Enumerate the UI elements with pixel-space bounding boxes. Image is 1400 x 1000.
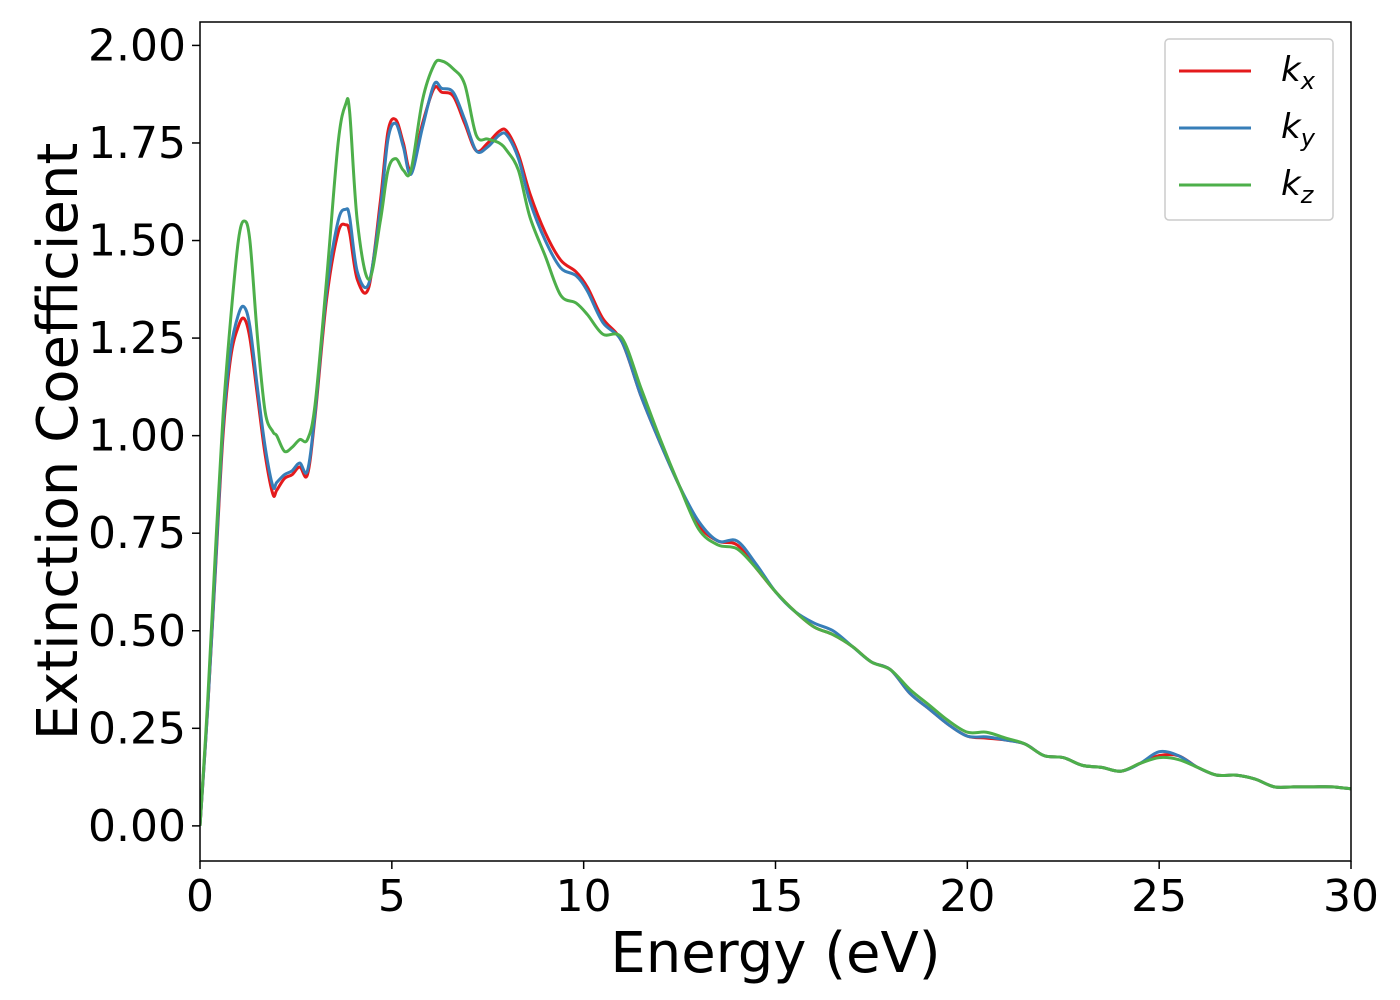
x-tick-label: 20: [939, 871, 995, 922]
y-tick-label: 2.00: [88, 20, 186, 71]
y-tick-label: 0.75: [88, 508, 186, 559]
y-tick-label: 0.50: [88, 606, 186, 657]
x-tick-label: 15: [748, 871, 804, 922]
y-axis-title: Extinction Coefficient: [26, 143, 91, 741]
x-axis-title: Energy (eV): [610, 921, 940, 986]
legend-label-base: k: [1281, 164, 1302, 204]
legend-label-ky: ky: [1281, 107, 1316, 152]
legend-label-base: k: [1281, 50, 1302, 90]
legend-label-subscript: y: [1300, 124, 1316, 152]
y-tick-label: 0.00: [88, 801, 186, 852]
series-layer: [200, 58, 1351, 826]
y-axis: 0.00 0.25 0.50 0.75 1.00 1.25 1.50 1.75 2.00: [88, 20, 200, 852]
legend-label-kx: kx: [1281, 50, 1316, 95]
y-tick-label: 1.75: [88, 118, 186, 169]
legend-label-base: k: [1281, 107, 1302, 147]
legend-label-subscript: z: [1300, 181, 1315, 209]
x-tick-label: 30: [1323, 871, 1379, 922]
series-line-kz: [200, 58, 1351, 826]
x-axis: 0 5 10 15 20 25 30: [186, 861, 1379, 922]
x-tick-label: 10: [556, 871, 612, 922]
x-tick-label: 5: [378, 871, 406, 922]
y-tick-label: 1.25: [88, 313, 186, 364]
x-tick-label: 0: [186, 871, 214, 922]
x-tick-label: 25: [1131, 871, 1187, 922]
y-tick-label: 0.25: [88, 703, 186, 754]
y-tick-label: 1.00: [88, 411, 186, 462]
legend-label-subscript: x: [1300, 67, 1316, 95]
legend-label-kz: kz: [1281, 164, 1315, 209]
y-tick-label: 1.50: [88, 216, 186, 267]
